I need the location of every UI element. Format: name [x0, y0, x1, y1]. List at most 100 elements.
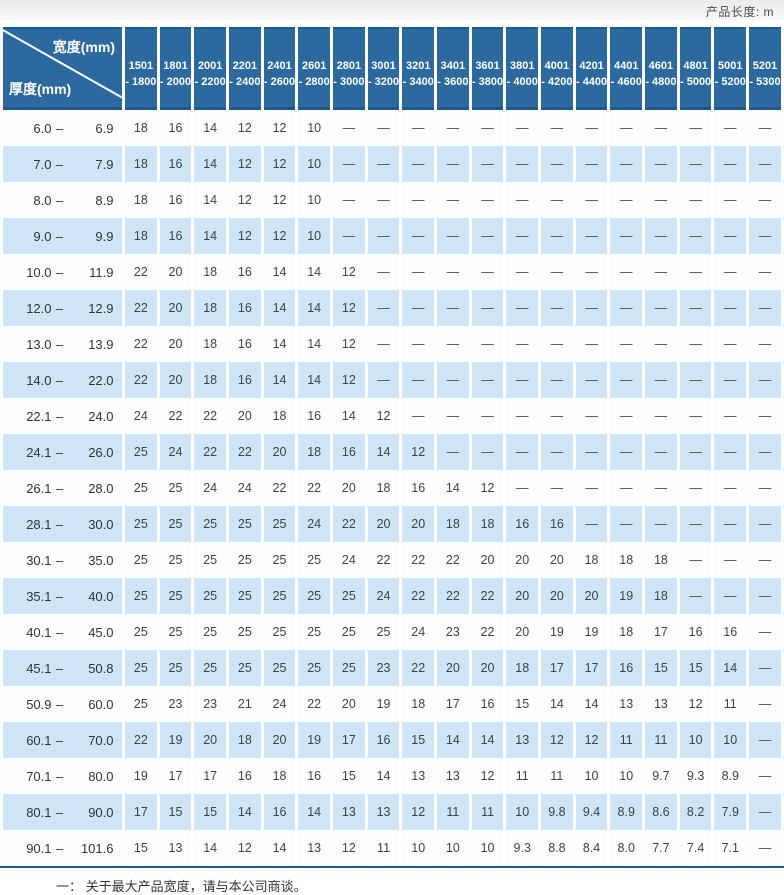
value-cell: 10 [298, 110, 331, 146]
column-header: 2001- 2200 [194, 27, 227, 110]
value-cell: 18 [506, 650, 539, 686]
value-cell: — [679, 434, 712, 470]
value-cell: 20 [367, 506, 400, 542]
value-cell: 25 [159, 506, 192, 542]
value-cell: 22 [125, 722, 157, 758]
value-cell: 22 [402, 542, 435, 578]
value-cell: — [575, 218, 608, 254]
value-cell: — [506, 326, 539, 362]
table-row: 40.1–45.0 25 25 25 25 25 25 25 25 24 23 22 20 19 19 18 1… [3, 614, 781, 650]
value-cell: 25 [125, 470, 157, 506]
row-label: 7.0–7.9 [3, 146, 122, 182]
value-cell: 10 [298, 218, 331, 254]
table-body: 6.0–6.9 18 16 14 12 12 10— — — — — — — — — — — — —7.0–7.9 1… [3, 110, 781, 866]
value-cell: — [679, 362, 712, 398]
value-cell: 12 [263, 146, 296, 182]
value-cell: — [645, 182, 677, 218]
value-cell: 15 [333, 758, 365, 794]
value-cell: 15 [645, 650, 677, 686]
value-cell: 13 [367, 794, 400, 830]
value-cell: 24 [402, 614, 435, 650]
value-cell: — [402, 362, 435, 398]
value-cell: 15 [506, 686, 539, 722]
spec-table: 宽度(mm) 厚度(mm) 1501- 1800 1801- 2000 2001- … [0, 27, 784, 866]
value-cell: 14 [298, 362, 331, 398]
value-cell: 25 [125, 614, 157, 650]
product-length-bar: 产品长度: m [0, 0, 784, 20]
value-cell: — [749, 650, 781, 686]
value-cell: — [679, 110, 712, 146]
value-cell: — [437, 434, 469, 470]
value-cell: 20 [506, 614, 539, 650]
value-cell: — [575, 182, 608, 218]
value-cell: — [541, 146, 573, 182]
row-label: 24.1–26.0 [3, 434, 122, 470]
value-cell: — [749, 830, 781, 866]
value-cell: — [437, 218, 469, 254]
value-cell: 22 [298, 470, 331, 506]
value-cell: 18 [645, 578, 677, 614]
value-cell: 18 [194, 326, 227, 362]
value-cell: — [714, 218, 747, 254]
value-cell: 24 [367, 578, 400, 614]
value-cell: — [437, 254, 469, 290]
value-cell: 20 [263, 722, 296, 758]
value-cell: 25 [298, 650, 331, 686]
value-cell: 16 [229, 290, 261, 326]
value-cell: 20 [575, 578, 608, 614]
value-cell: 14 [263, 290, 296, 326]
value-cell: 22 [159, 398, 192, 434]
value-cell: — [679, 542, 712, 578]
value-cell: 16 [229, 254, 261, 290]
value-cell: — [714, 146, 747, 182]
table-row: 6.0–6.9 18 16 14 12 12 10— — — — — — — — — — — — — [3, 110, 781, 146]
row-label: 60.1–70.0 [3, 722, 122, 758]
value-cell: 22 [263, 470, 296, 506]
value-cell: — [471, 146, 504, 182]
value-cell: 14 [333, 398, 365, 434]
value-cell: — [645, 398, 677, 434]
value-cell: — [714, 434, 747, 470]
value-cell: 22 [298, 686, 331, 722]
column-header: 3201- 3400 [402, 27, 435, 110]
thickness-axis-label: 厚度(mm) [9, 81, 72, 97]
row-label: 40.1–45.0 [3, 614, 122, 650]
value-cell: — [367, 110, 400, 146]
value-cell: 13 [298, 830, 331, 866]
table-row: 50.9–60.0 25 23 23 21 24 22 20 19 18 17 16 15 14 14 13 1… [3, 686, 781, 722]
column-header: 2601- 2800 [298, 27, 331, 110]
value-cell: — [575, 434, 608, 470]
value-cell: 10 [471, 830, 504, 866]
value-cell: 20 [159, 326, 192, 362]
value-cell: 24 [194, 470, 227, 506]
value-cell: 12 [333, 290, 365, 326]
value-cell: 25 [367, 614, 400, 650]
value-cell: — [714, 362, 747, 398]
value-cell: 19 [159, 722, 192, 758]
value-cell: 8.0 [610, 830, 643, 866]
value-cell: 17 [125, 794, 157, 830]
value-cell: 14 [471, 722, 504, 758]
column-header: 3801- 4000 [506, 27, 539, 110]
value-cell: 7.1 [714, 830, 747, 866]
value-cell: — [506, 362, 539, 398]
value-cell: — [749, 794, 781, 830]
value-cell: 24 [263, 686, 296, 722]
value-cell: 20 [229, 398, 261, 434]
value-cell: 13 [437, 758, 469, 794]
value-cell: 10 [402, 830, 435, 866]
value-cell: — [679, 218, 712, 254]
column-header: 3001- 3200 [367, 27, 400, 110]
column-header: 4401- 4600 [610, 27, 643, 110]
value-cell: — [541, 254, 573, 290]
value-cell: — [679, 470, 712, 506]
value-cell: — [610, 470, 643, 506]
column-header: 2201- 2400 [229, 27, 261, 110]
value-cell: 12 [333, 362, 365, 398]
value-cell: 25 [125, 650, 157, 686]
value-cell: 16 [367, 722, 400, 758]
value-cell: 12 [229, 182, 261, 218]
value-cell: 25 [229, 650, 261, 686]
value-cell: 24 [125, 398, 157, 434]
value-cell: 17 [437, 686, 469, 722]
